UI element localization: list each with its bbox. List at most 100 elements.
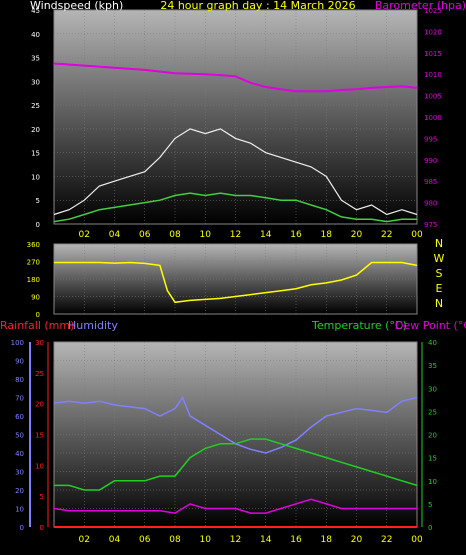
rain-tick: 0 (40, 524, 44, 532)
humidity-tick: 70 (15, 395, 24, 403)
compass-label: E (436, 282, 443, 295)
x-tick-label: 10 (200, 230, 212, 240)
dewpoint-line (53, 498, 417, 514)
windspeed-tick: 40 (31, 31, 40, 39)
direction-tick: 90 (31, 294, 40, 302)
direction-tick: 0 (36, 311, 40, 319)
x-tick-label: 04 (109, 535, 121, 545)
x-tick-label: 12 (230, 535, 241, 545)
x-tick-label: 16 (290, 535, 302, 545)
humidity-line (53, 395, 418, 454)
barometer-tick: 975 (424, 221, 437, 229)
temp-humidity-chart: Rainfall (mm) Humidity Temperature (°C) … (0, 319, 466, 545)
direction-tick: 180 (27, 276, 40, 284)
barometer-tick: 995 (424, 135, 437, 143)
temp-tick: 10 (428, 478, 437, 486)
wind-baro-chart: Windspeed (kph) 24 hour graph day : 14 M… (30, 0, 466, 240)
windspeed-tick: 30 (31, 78, 40, 86)
wind-line (53, 192, 417, 223)
rain-tick: 10 (35, 462, 44, 470)
x-tick-label: 00 (411, 535, 423, 545)
humidity-tick: 80 (15, 376, 24, 384)
barometer-tick: 1005 (424, 93, 442, 101)
humidity-tick: 10 (15, 506, 24, 514)
temp-tick: 0 (428, 524, 432, 532)
windspeed-tick: 10 (31, 173, 40, 181)
x-tick-label: 14 (260, 230, 272, 240)
x-tick-label: 00 (411, 230, 423, 240)
wind-plot-area (53, 9, 418, 225)
x-tick-label: 08 (169, 535, 181, 545)
x-tick-label: 20 (351, 535, 363, 545)
windspeed-tick: 0 (36, 221, 40, 229)
temp-tick: 5 (428, 501, 432, 509)
direction-tick: 360 (27, 241, 40, 249)
x-tick-label: 04 (109, 230, 121, 240)
compass-label: N (435, 297, 443, 310)
barometer-tick: 1020 (424, 28, 442, 36)
humidity-tick: 40 (15, 450, 24, 458)
x-tick-label: 06 (139, 230, 151, 240)
windspeed-tick: 5 (36, 197, 40, 205)
gust-line (53, 128, 418, 216)
temp-tick: 30 (428, 385, 437, 393)
rain-tick: 30 (35, 339, 44, 347)
chart-title: 24 hour graph day : 14 March 2026 (160, 0, 355, 12)
barometer-tick: 1010 (424, 71, 442, 79)
humidity-tick: 20 (15, 487, 24, 495)
humidity-tick: 50 (15, 432, 24, 440)
temp-tick: 20 (428, 432, 437, 440)
barometer-tick: 1000 (424, 114, 442, 122)
dewpoint-label: Dew Point (°C) (395, 319, 466, 332)
rainfall-label: Rainfall (mm) (0, 319, 74, 332)
barometer-tick: 1025 (424, 7, 442, 15)
humidity-tick: 60 (15, 413, 24, 421)
x-tick-label: 02 (79, 230, 90, 240)
humidity-label: Humidity (68, 319, 118, 332)
barometer-line (53, 62, 418, 93)
direction-tick: 270 (27, 259, 40, 267)
barometer-tick: 980 (424, 200, 437, 208)
x-tick-label: 18 (321, 535, 333, 545)
windspeed-tick: 25 (31, 102, 40, 110)
windspeed-tick: 35 (31, 55, 40, 63)
x-tick-label: 06 (139, 535, 151, 545)
x-tick-label: 18 (321, 230, 333, 240)
temp-tick: 35 (428, 362, 437, 370)
x-tick-label: 22 (381, 230, 392, 240)
x-tick-label: 22 (381, 535, 392, 545)
compass-label: S (436, 267, 443, 280)
temp-tick: 15 (428, 455, 437, 463)
x-tick-label: 20 (351, 230, 363, 240)
barometer-tick: 990 (424, 157, 437, 165)
windspeed-label: Windspeed (kph) (30, 0, 123, 12)
x-tick-label: 08 (169, 230, 181, 240)
windspeed-tick: 15 (31, 150, 40, 158)
direction-line (54, 261, 418, 304)
x-tick-label: 12 (230, 230, 241, 240)
x-tick-label: 10 (200, 535, 212, 545)
barometer-tick: 985 (424, 178, 437, 186)
rain-tick: 15 (35, 432, 44, 440)
barometer-tick: 1015 (424, 50, 442, 58)
temperature-label: Temperature (°C) (311, 319, 407, 332)
rain-tick: 25 (35, 370, 44, 378)
x-tick-label: 02 (79, 535, 90, 545)
x-tick-label: 16 (290, 230, 302, 240)
barometer-label: Barometer (hpa) (375, 0, 466, 12)
compass-label: W (434, 252, 445, 265)
x-tick-label: 14 (260, 535, 272, 545)
temp-tick: 25 (428, 408, 437, 416)
rain-tick: 5 (40, 493, 44, 501)
humidity-tick: 100 (11, 339, 24, 347)
temperature-line (54, 438, 418, 491)
temp-tick: 40 (428, 339, 437, 347)
windspeed-tick: 45 (31, 7, 40, 15)
windspeed-tick: 20 (31, 126, 40, 134)
humidity-tick: 30 (15, 469, 24, 477)
humidity-tick: 0 (20, 524, 24, 532)
compass-label: N (435, 237, 443, 250)
rain-tick: 20 (35, 401, 44, 409)
